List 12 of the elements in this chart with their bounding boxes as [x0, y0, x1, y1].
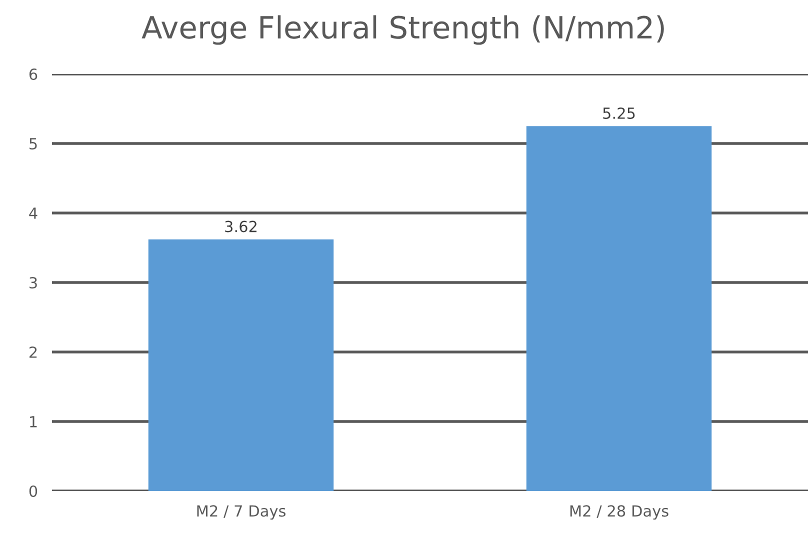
y-tick-label: 5 — [30, 138, 37, 150]
x-tick-label: M2 / 7 Days — [197, 505, 286, 520]
x-tick-label: M2 / 28 Days — [570, 505, 668, 520]
y-tick-label: 6 — [29, 68, 38, 80]
y-tick-label: 1 — [30, 416, 37, 428]
y-tick-label: 4 — [29, 208, 38, 219]
y-tick-label: 0 — [29, 485, 38, 498]
data-label: 3.62 — [225, 220, 256, 232]
data-label: 5.25 — [603, 107, 635, 119]
chart-title: Averge Flexural Strength (N/mm2) — [142, 15, 664, 45]
y-tick-label: 3 — [30, 276, 37, 289]
y-tick-label: 2 — [30, 346, 37, 358]
